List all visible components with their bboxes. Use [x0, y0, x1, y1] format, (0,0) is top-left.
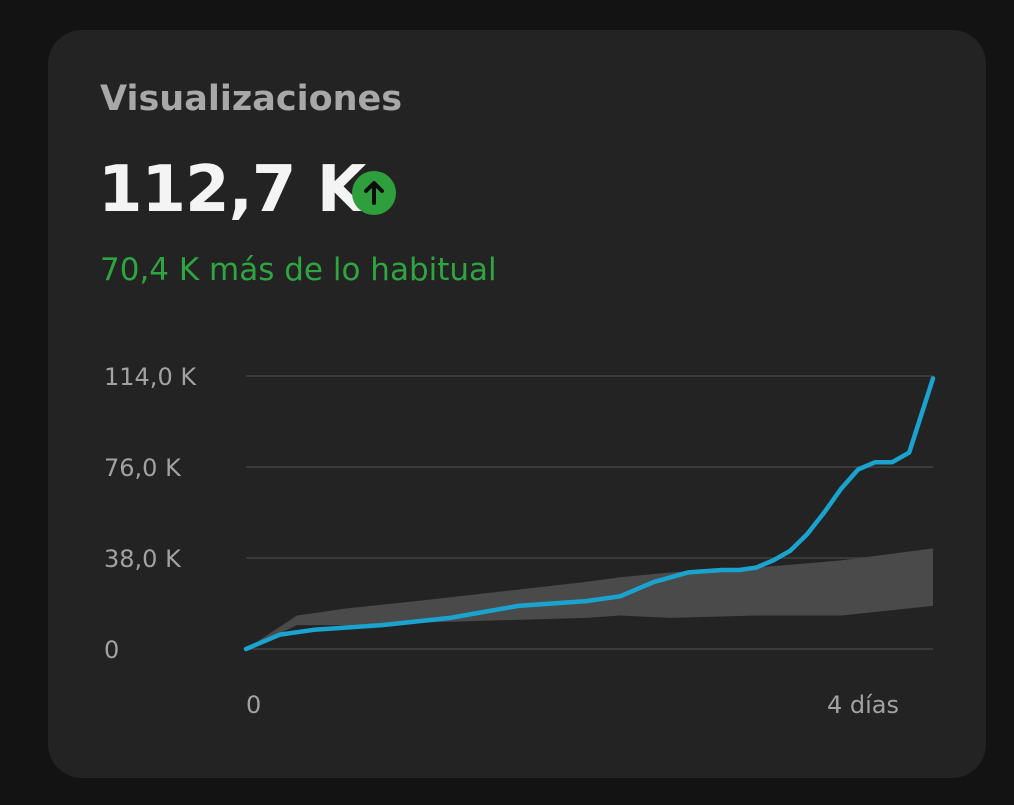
y-tick-label-3: 114,0 K: [104, 363, 197, 391]
delta-text: 70,4 K más de lo habitual: [100, 252, 497, 288]
card-title: Visualizaciones: [100, 79, 403, 119]
arrow-up-circle-icon: [352, 171, 396, 215]
y-tick-label-0: 0: [104, 636, 119, 664]
y-tick-label-2: 76,0 K: [104, 454, 182, 482]
x-tick-label-1: 4 días: [827, 691, 899, 719]
views-card: Visualizaciones 112,7 K 70,4 K más de lo…: [48, 30, 986, 778]
series-line-0: [243, 376, 936, 652]
y-tick-label-1: 38,0 K: [104, 545, 182, 573]
x-tick-label-0: 0: [246, 691, 261, 719]
views-value: 112,7 K: [98, 153, 366, 227]
